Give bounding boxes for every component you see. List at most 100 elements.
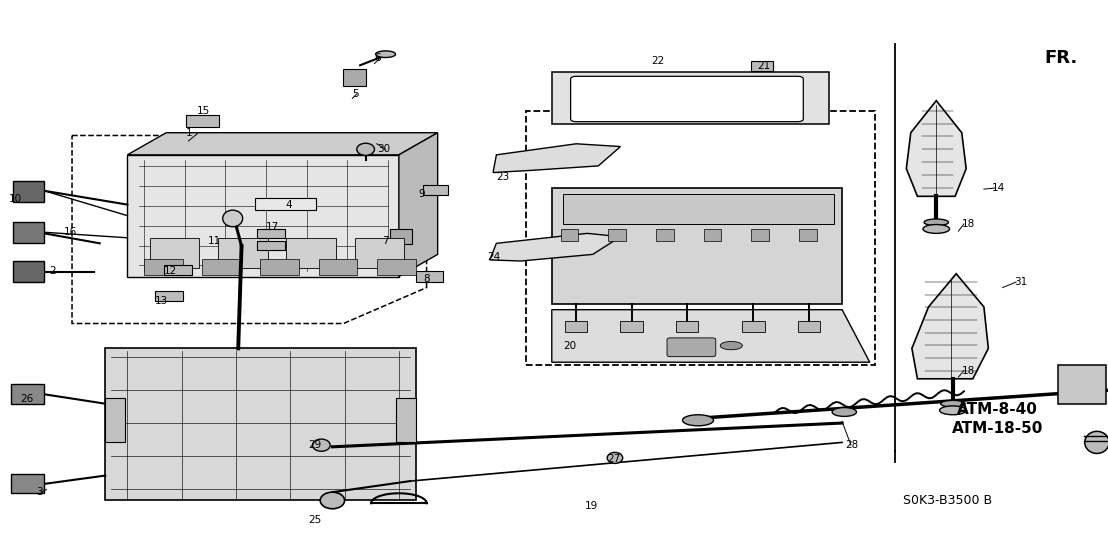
Ellipse shape bbox=[832, 408, 856, 416]
Text: 6: 6 bbox=[375, 53, 381, 63]
Text: 4: 4 bbox=[286, 200, 293, 210]
Text: 28: 28 bbox=[845, 440, 859, 450]
Ellipse shape bbox=[320, 492, 345, 509]
Bar bbox=[319, 259, 357, 275]
Text: 8: 8 bbox=[423, 274, 430, 284]
Text: 14: 14 bbox=[992, 183, 1005, 193]
Text: 10: 10 bbox=[9, 194, 22, 204]
Text: 21: 21 bbox=[757, 61, 770, 71]
Polygon shape bbox=[490, 233, 620, 261]
Bar bbox=[203, 259, 242, 275]
Text: 18: 18 bbox=[962, 219, 975, 229]
Bar bbox=[742, 321, 765, 332]
Bar bbox=[798, 321, 820, 332]
Text: 9: 9 bbox=[419, 189, 425, 199]
Bar bbox=[620, 321, 643, 332]
Ellipse shape bbox=[357, 143, 375, 155]
Bar bbox=[260, 259, 299, 275]
Bar bbox=[676, 321, 698, 332]
Text: ATM-18-50: ATM-18-50 bbox=[952, 421, 1043, 436]
Polygon shape bbox=[552, 72, 829, 124]
Bar bbox=[608, 229, 626, 241]
Polygon shape bbox=[912, 274, 988, 379]
Bar bbox=[13, 181, 44, 202]
Text: ATM-8-40: ATM-8-40 bbox=[957, 401, 1037, 417]
Bar bbox=[377, 259, 416, 275]
Text: 29: 29 bbox=[308, 440, 321, 450]
Ellipse shape bbox=[923, 225, 950, 233]
Bar bbox=[186, 115, 219, 127]
Bar bbox=[13, 261, 44, 282]
Text: 3: 3 bbox=[37, 487, 43, 497]
Bar bbox=[144, 259, 183, 275]
Polygon shape bbox=[552, 310, 870, 362]
Ellipse shape bbox=[940, 406, 966, 415]
Ellipse shape bbox=[223, 210, 243, 227]
Bar bbox=[799, 229, 817, 241]
Polygon shape bbox=[493, 144, 620, 173]
Polygon shape bbox=[1058, 365, 1106, 404]
Bar bbox=[390, 229, 412, 244]
Bar bbox=[704, 229, 721, 241]
Bar bbox=[656, 229, 674, 241]
Text: 22: 22 bbox=[652, 56, 665, 66]
Bar bbox=[13, 222, 44, 243]
Bar bbox=[561, 229, 578, 241]
Bar bbox=[565, 321, 587, 332]
Bar bbox=[423, 185, 448, 195]
Polygon shape bbox=[127, 155, 399, 276]
Text: 5: 5 bbox=[352, 89, 359, 99]
Polygon shape bbox=[105, 348, 416, 500]
Text: 30: 30 bbox=[377, 144, 390, 154]
Text: 19: 19 bbox=[585, 501, 598, 511]
Bar bbox=[416, 271, 443, 282]
Ellipse shape bbox=[924, 219, 948, 226]
Bar bbox=[257, 241, 285, 250]
Bar bbox=[218, 238, 268, 268]
Text: 2: 2 bbox=[49, 266, 55, 276]
Text: 20: 20 bbox=[563, 341, 576, 351]
Text: 18: 18 bbox=[962, 366, 975, 375]
Ellipse shape bbox=[720, 341, 742, 350]
Text: 13: 13 bbox=[155, 296, 168, 306]
FancyBboxPatch shape bbox=[667, 338, 716, 357]
Bar bbox=[343, 69, 366, 86]
Text: 12: 12 bbox=[164, 266, 177, 276]
Text: 24: 24 bbox=[488, 252, 501, 262]
Text: 15: 15 bbox=[197, 106, 211, 116]
Ellipse shape bbox=[941, 400, 965, 407]
FancyBboxPatch shape bbox=[571, 76, 803, 122]
Bar bbox=[396, 398, 416, 442]
Text: 25: 25 bbox=[308, 515, 321, 525]
Ellipse shape bbox=[1085, 431, 1108, 453]
Text: 23: 23 bbox=[496, 172, 510, 182]
Bar bbox=[150, 238, 199, 268]
Ellipse shape bbox=[376, 51, 396, 58]
Text: 11: 11 bbox=[208, 236, 222, 246]
Bar bbox=[751, 61, 773, 71]
Polygon shape bbox=[127, 133, 438, 155]
Bar bbox=[255, 198, 316, 210]
Text: 16: 16 bbox=[64, 227, 78, 237]
Text: 27: 27 bbox=[607, 454, 620, 464]
Bar bbox=[105, 398, 125, 442]
Ellipse shape bbox=[683, 415, 714, 426]
Text: 7: 7 bbox=[382, 236, 389, 246]
Bar bbox=[11, 474, 44, 493]
Text: 26: 26 bbox=[20, 394, 33, 404]
Text: FR.: FR. bbox=[1045, 49, 1078, 67]
Polygon shape bbox=[906, 101, 966, 196]
Bar bbox=[164, 265, 192, 275]
Ellipse shape bbox=[312, 439, 330, 451]
Bar bbox=[286, 238, 336, 268]
Text: 31: 31 bbox=[1014, 277, 1027, 287]
Polygon shape bbox=[399, 133, 438, 276]
Text: 17: 17 bbox=[266, 222, 279, 232]
Text: 1: 1 bbox=[186, 128, 193, 138]
Polygon shape bbox=[552, 188, 842, 304]
Bar bbox=[155, 291, 183, 301]
Bar bbox=[11, 384, 44, 404]
Bar bbox=[355, 238, 404, 268]
Bar bbox=[563, 194, 834, 224]
Bar bbox=[257, 229, 285, 238]
